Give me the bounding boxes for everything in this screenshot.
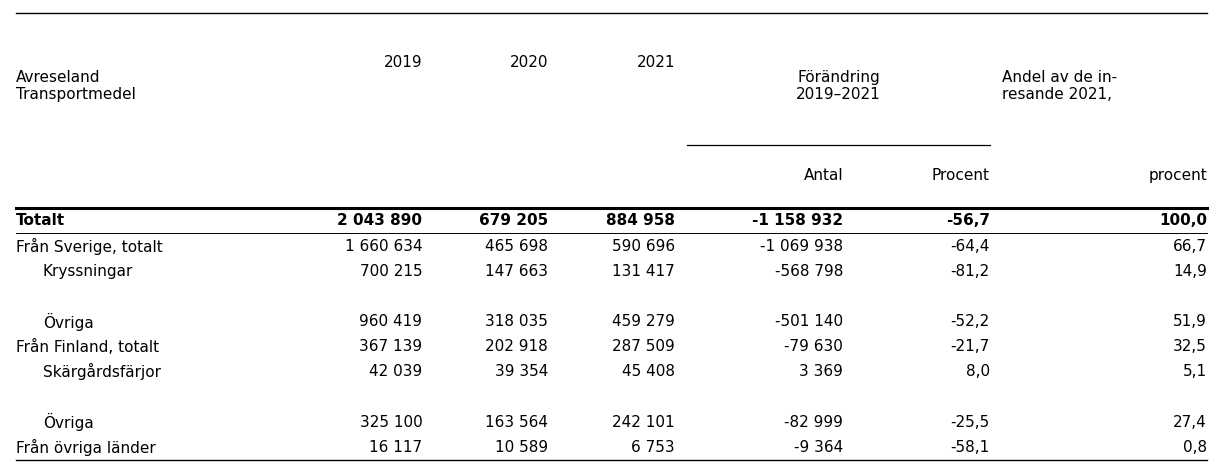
Text: 6 753: 6 753 xyxy=(631,440,675,455)
Text: -25,5: -25,5 xyxy=(950,415,989,429)
Text: Antal: Antal xyxy=(804,168,844,183)
Text: -79 630: -79 630 xyxy=(784,339,844,354)
Text: 66,7: 66,7 xyxy=(1173,238,1207,254)
Text: Avreseland
Transportmedel: Avreseland Transportmedel xyxy=(16,70,136,102)
Text: -64,4: -64,4 xyxy=(950,238,989,254)
Text: 679 205: 679 205 xyxy=(478,213,548,228)
Text: Från Sverige, totalt: Från Sverige, totalt xyxy=(16,237,163,254)
Text: 287 509: 287 509 xyxy=(613,339,675,354)
Text: 8,0: 8,0 xyxy=(966,364,989,379)
Text: 147 663: 147 663 xyxy=(486,263,548,279)
Text: -56,7: -56,7 xyxy=(945,213,989,228)
Text: -568 798: -568 798 xyxy=(775,263,844,279)
Text: 100,0: 100,0 xyxy=(1159,213,1207,228)
Text: 202 918: 202 918 xyxy=(486,339,548,354)
Text: 39 354: 39 354 xyxy=(494,364,548,379)
Text: 242 101: 242 101 xyxy=(613,415,675,429)
Text: Övriga: Övriga xyxy=(43,413,94,431)
Text: 27,4: 27,4 xyxy=(1173,415,1207,429)
Text: 960 419: 960 419 xyxy=(360,314,422,329)
Text: 45 408: 45 408 xyxy=(623,364,675,379)
Text: 2019: 2019 xyxy=(384,55,422,70)
Text: 2021: 2021 xyxy=(636,55,675,70)
Text: -1 069 938: -1 069 938 xyxy=(761,238,844,254)
Text: -21,7: -21,7 xyxy=(950,339,989,354)
Text: Totalt: Totalt xyxy=(16,213,65,228)
Text: 3 369: 3 369 xyxy=(800,364,844,379)
Text: Skärgårdsfärjor: Skärgårdsfärjor xyxy=(43,363,161,380)
Text: -52,2: -52,2 xyxy=(950,314,989,329)
Text: 367 139: 367 139 xyxy=(360,339,422,354)
Text: 16 117: 16 117 xyxy=(369,440,422,455)
Text: 325 100: 325 100 xyxy=(360,415,422,429)
Text: 1 660 634: 1 660 634 xyxy=(345,238,422,254)
Text: -501 140: -501 140 xyxy=(775,314,844,329)
Text: 2 043 890: 2 043 890 xyxy=(338,213,422,228)
Text: Kryssningar: Kryssningar xyxy=(43,263,133,279)
Text: 318 035: 318 035 xyxy=(486,314,548,329)
Text: 14,9: 14,9 xyxy=(1173,263,1207,279)
Text: procent: procent xyxy=(1148,168,1207,183)
Text: 0,8: 0,8 xyxy=(1183,440,1207,455)
Text: 590 696: 590 696 xyxy=(612,238,675,254)
Text: 163 564: 163 564 xyxy=(486,415,548,429)
Text: 2020: 2020 xyxy=(510,55,548,70)
Text: -58,1: -58,1 xyxy=(950,440,989,455)
Text: 459 279: 459 279 xyxy=(612,314,675,329)
Text: 700 215: 700 215 xyxy=(360,263,422,279)
Text: 465 698: 465 698 xyxy=(486,238,548,254)
Text: 42 039: 42 039 xyxy=(369,364,422,379)
Text: Förändring
2019–2021: Förändring 2019–2021 xyxy=(796,70,881,102)
Text: -1 158 932: -1 158 932 xyxy=(752,213,844,228)
Text: -81,2: -81,2 xyxy=(950,263,989,279)
Text: Övriga: Övriga xyxy=(43,313,94,331)
Text: 10 589: 10 589 xyxy=(495,440,548,455)
Text: Andel av de in-
resande 2021,: Andel av de in- resande 2021, xyxy=(1002,70,1117,102)
Text: Från övriga länder: Från övriga länder xyxy=(16,439,155,456)
Text: 5,1: 5,1 xyxy=(1183,364,1207,379)
Text: 131 417: 131 417 xyxy=(613,263,675,279)
Text: 32,5: 32,5 xyxy=(1173,339,1207,354)
Text: -9 364: -9 364 xyxy=(794,440,844,455)
Text: 51,9: 51,9 xyxy=(1173,314,1207,329)
Text: -82 999: -82 999 xyxy=(784,415,844,429)
Text: Procent: Procent xyxy=(932,168,989,183)
Text: 884 958: 884 958 xyxy=(605,213,675,228)
Text: Från Finland, totalt: Från Finland, totalt xyxy=(16,339,159,355)
